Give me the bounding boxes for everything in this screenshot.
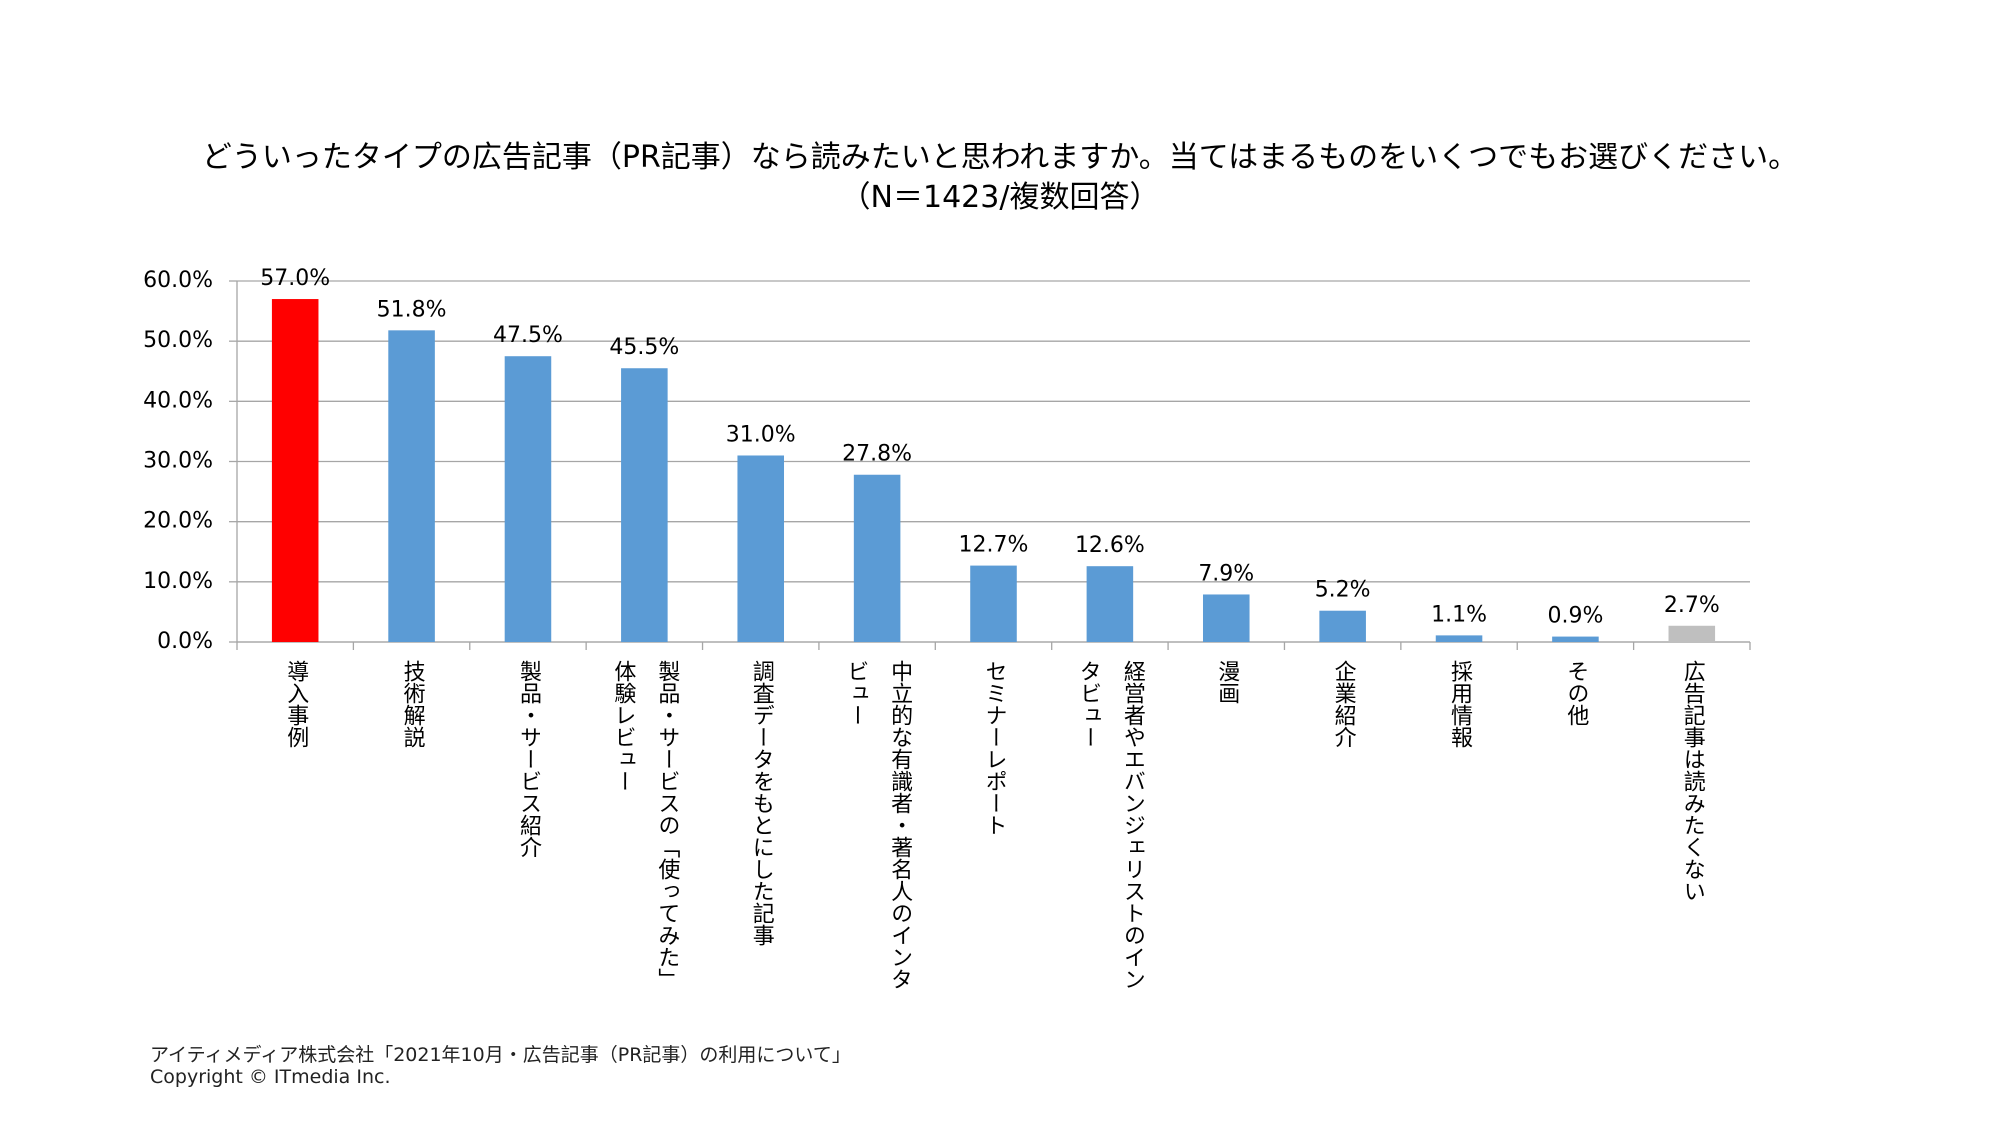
x-tick-label-box: 調査データをもとにした記事	[701, 660, 821, 946]
x-tick-label: セミナーレポート	[981, 660, 1007, 836]
data-label: 12.6%	[1075, 533, 1145, 558]
copyright: Copyright © ITmedia Inc.	[150, 1066, 391, 1088]
source: アイティメディア株式会社「2021年10月・広告記事（PR記事）の利用について」	[150, 1044, 851, 1066]
bar	[621, 368, 668, 642]
y-tick-label: 20.0%	[143, 509, 213, 534]
x-tick-label-box: セミナーレポート	[934, 660, 1054, 836]
chart-subtitle: （N＝1423/複数回答）	[840, 180, 1160, 215]
x-tick-label: その他	[1563, 660, 1589, 726]
x-tick-label: 中立的な有識者・著名人のインタビュー	[843, 660, 913, 990]
x-tick-label-box: 経営者やエバンジェリストのインタビュー	[1050, 660, 1170, 990]
x-tick-label: 技術解説	[399, 660, 425, 748]
bar	[1435, 635, 1483, 642]
data-label: 31.0%	[726, 422, 796, 447]
y-tick-label: 0.0%	[157, 629, 213, 654]
x-tick-label-box: 中立的な有識者・著名人のインタビュー	[817, 660, 937, 990]
x-tick-label-box: 技術解説	[352, 660, 472, 748]
data-label: 45.5%	[609, 335, 679, 360]
x-tick-label: 調査データをもとにした記事	[748, 660, 774, 946]
data-label: 51.8%	[377, 297, 447, 322]
x-tick-label: 導入事例	[283, 660, 309, 748]
bar	[1202, 594, 1250, 642]
x-tick-label: 企業紹介	[1330, 660, 1356, 748]
x-tick-label-box: 導入事例	[235, 660, 355, 748]
x-tick-label: 製品・サービス紹介	[515, 660, 541, 858]
data-label: 1.1%	[1431, 602, 1487, 627]
data-label: 2.7%	[1664, 593, 1720, 618]
x-tick-label-box: その他	[1515, 660, 1635, 726]
bar	[504, 356, 552, 642]
x-tick-label-box: 製品・サービスの「使ってみた」体験レビュー	[584, 660, 704, 990]
data-label: 5.2%	[1315, 578, 1371, 603]
x-tick-label-box: 製品・サービス紹介	[468, 660, 588, 858]
bar	[1319, 610, 1366, 642]
data-label: 27.8%	[842, 442, 912, 467]
x-tick-label: 採用情報	[1447, 660, 1473, 748]
chart-title: どういったタイプの広告記事（PR記事）なら読みたいと思われますか。当てはまるもの…	[201, 140, 1799, 175]
x-tick-label: 広告記事は読みたくない	[1679, 660, 1705, 902]
data-label: 7.9%	[1198, 561, 1254, 586]
data-label: 12.7%	[959, 533, 1029, 558]
data-label: 0.9%	[1547, 604, 1603, 629]
y-tick-label: 60.0%	[143, 268, 213, 293]
x-tick-label: 漫画	[1214, 660, 1240, 704]
bar	[1668, 625, 1716, 642]
bar	[1552, 636, 1599, 642]
bar	[970, 565, 1017, 642]
x-tick-label: 経営者やエバンジェリストのインタビュー	[1075, 660, 1145, 990]
data-label: 57.0%	[260, 266, 330, 291]
bar	[737, 455, 785, 642]
x-tick-label-box: 漫画	[1166, 660, 1286, 704]
bar	[1086, 566, 1134, 642]
x-tick-label-box: 広告記事は読みたくない	[1632, 660, 1752, 902]
bar	[853, 474, 901, 642]
bar	[388, 330, 435, 642]
x-tick-label-box: 企業紹介	[1283, 660, 1403, 748]
y-tick-label: 40.0%	[143, 388, 213, 413]
x-tick-label-box: 採用情報	[1399, 660, 1519, 748]
y-tick-label: 50.0%	[143, 328, 213, 353]
x-tick-label: 製品・サービスの「使ってみた」体験レビュー	[610, 660, 680, 990]
data-label: 47.5%	[493, 323, 563, 348]
y-tick-label: 30.0%	[143, 449, 213, 474]
y-tick-label: 10.0%	[143, 569, 213, 594]
bar	[271, 299, 319, 642]
